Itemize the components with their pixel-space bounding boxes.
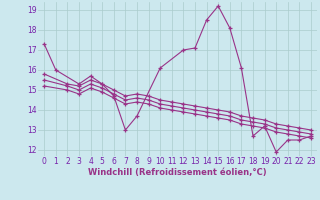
X-axis label: Windchill (Refroidissement éolien,°C): Windchill (Refroidissement éolien,°C) <box>88 168 267 177</box>
